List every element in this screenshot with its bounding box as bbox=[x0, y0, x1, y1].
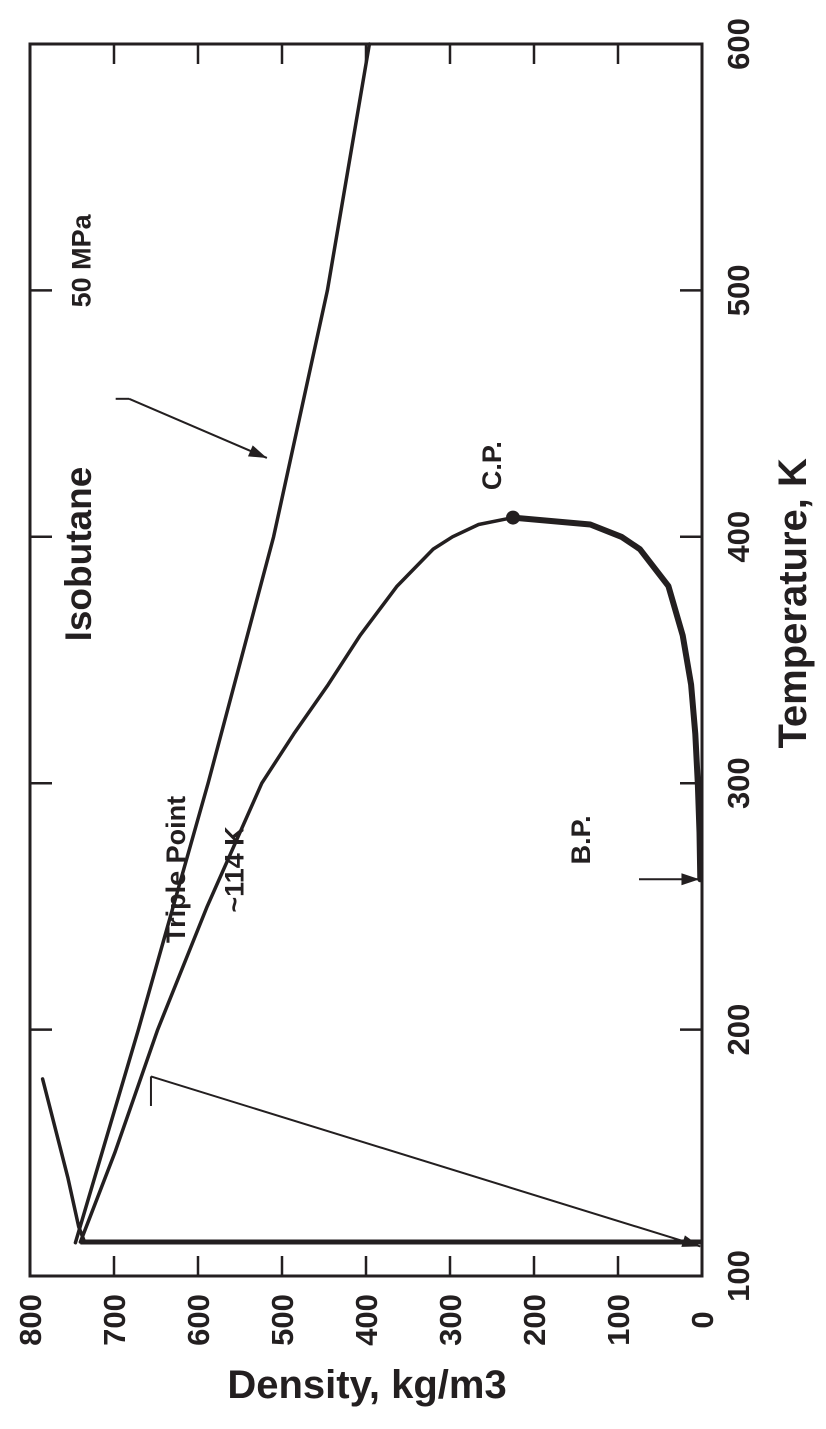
temperature-tick-label: 200 bbox=[721, 1004, 756, 1056]
leader-50-mpa bbox=[128, 397, 268, 459]
leader-triple-point-head bbox=[681, 1235, 701, 1247]
density-tick-labels: 0 100 200 300 400 500 600 700 800 bbox=[13, 1294, 720, 1346]
leader-triple-point bbox=[150, 1075, 701, 1248]
line-saturated-liquid bbox=[78, 515, 515, 1244]
label-50-mpa: 50 MPa bbox=[66, 213, 96, 307]
plot-area bbox=[28, 42, 704, 1278]
density-tick-label: 800 bbox=[13, 1294, 48, 1346]
density-tick-label: 100 bbox=[601, 1294, 636, 1346]
y-axis-title: Density, kg/m3 bbox=[227, 1363, 506, 1407]
plot-frame bbox=[28, 42, 704, 1278]
density-tick-label: 0 bbox=[685, 1311, 720, 1328]
density-tick-label: 600 bbox=[181, 1294, 216, 1346]
density-tick-label: 200 bbox=[517, 1294, 552, 1346]
chart-title: Isobutane bbox=[58, 467, 99, 642]
temperature-tick-labels: 100 200 300 400 500 600 bbox=[721, 18, 756, 1302]
temperature-tick-label: 300 bbox=[721, 757, 756, 809]
density-tick-label: 700 bbox=[97, 1294, 132, 1346]
density-tick-label: 400 bbox=[349, 1294, 384, 1346]
temperature-tick-label: 400 bbox=[721, 511, 756, 563]
line-50-mpa bbox=[73, 42, 372, 1245]
critical-point-marker bbox=[506, 510, 520, 525]
label-critical-point: C.P. bbox=[477, 441, 507, 490]
density-tick-label: 300 bbox=[433, 1294, 468, 1346]
temperature-tick-label: 500 bbox=[721, 265, 756, 317]
leader-boiling-point-head bbox=[681, 873, 700, 886]
density-tick-label: 500 bbox=[265, 1294, 300, 1346]
temperature-tick-label: 600 bbox=[721, 18, 756, 70]
label-triple-point-temperature: ~114 K bbox=[220, 826, 250, 913]
label-boiling-point: B.P. bbox=[566, 815, 596, 864]
x-axis-title: Temperature, K bbox=[771, 458, 815, 749]
leader-50-mpa-head bbox=[247, 445, 267, 458]
line-saturated-vapor bbox=[510, 514, 704, 883]
temperature-tick-label: 100 bbox=[721, 1250, 756, 1302]
line-solid-boundary bbox=[40, 1077, 87, 1244]
label-triple-point: Triple Point bbox=[161, 796, 191, 943]
